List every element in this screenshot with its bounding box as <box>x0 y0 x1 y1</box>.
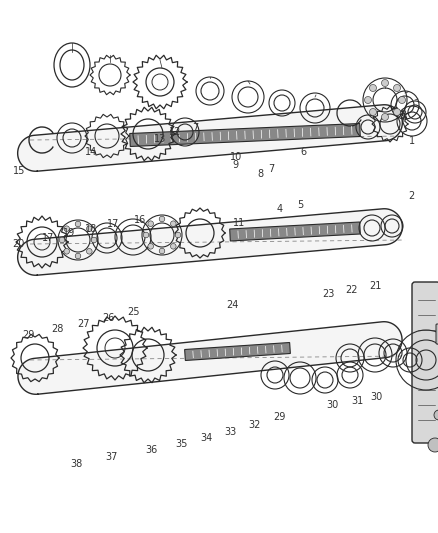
Text: 7: 7 <box>192 123 198 133</box>
Text: 36: 36 <box>145 446 157 455</box>
Text: 37: 37 <box>106 453 118 462</box>
Polygon shape <box>18 322 402 394</box>
Polygon shape <box>230 222 360 241</box>
Text: 16: 16 <box>134 215 146 224</box>
Circle shape <box>59 237 65 243</box>
Circle shape <box>159 216 165 222</box>
Text: 17: 17 <box>42 233 54 243</box>
Circle shape <box>148 244 153 249</box>
Circle shape <box>393 84 400 92</box>
Circle shape <box>393 109 400 116</box>
Text: 20: 20 <box>13 239 25 249</box>
Text: 22: 22 <box>346 286 358 295</box>
Text: 9: 9 <box>233 160 239 170</box>
Circle shape <box>364 96 371 103</box>
Text: 21: 21 <box>370 281 382 291</box>
Text: 28: 28 <box>51 325 63 334</box>
Text: 26: 26 <box>102 313 115 322</box>
Text: 32: 32 <box>248 420 260 430</box>
Circle shape <box>370 109 377 116</box>
Circle shape <box>381 79 389 86</box>
Circle shape <box>370 84 377 92</box>
Text: 25: 25 <box>127 307 140 317</box>
Text: 7: 7 <box>268 165 275 174</box>
Text: 12: 12 <box>169 127 181 137</box>
Text: 38: 38 <box>71 459 83 469</box>
Circle shape <box>399 96 406 103</box>
Text: 30: 30 <box>371 392 383 402</box>
Circle shape <box>170 244 176 249</box>
Text: 23: 23 <box>322 289 335 299</box>
Polygon shape <box>130 124 360 147</box>
Circle shape <box>87 226 92 231</box>
Text: 19: 19 <box>63 229 75 238</box>
Circle shape <box>170 221 176 227</box>
Circle shape <box>87 248 92 254</box>
Text: 18: 18 <box>85 224 97 234</box>
FancyBboxPatch shape <box>436 324 438 344</box>
Text: 8: 8 <box>258 169 264 179</box>
Text: 2: 2 <box>409 191 415 201</box>
Text: 15: 15 <box>13 166 25 175</box>
Circle shape <box>75 221 81 227</box>
Text: 33: 33 <box>225 427 237 437</box>
Circle shape <box>159 248 165 254</box>
Text: 6: 6 <box>300 147 307 157</box>
Text: 30: 30 <box>327 400 339 410</box>
Text: 13: 13 <box>154 134 166 143</box>
Circle shape <box>143 232 149 238</box>
Circle shape <box>381 114 389 120</box>
Circle shape <box>434 410 438 420</box>
Text: 3: 3 <box>400 110 406 119</box>
Polygon shape <box>18 105 403 171</box>
Text: 24: 24 <box>226 301 238 310</box>
Text: 5: 5 <box>297 200 303 210</box>
Circle shape <box>91 237 97 243</box>
Text: 27: 27 <box>77 319 89 328</box>
Text: 34: 34 <box>201 433 213 443</box>
Circle shape <box>75 253 81 259</box>
Text: 29: 29 <box>22 330 35 340</box>
Text: 10: 10 <box>230 152 242 162</box>
Circle shape <box>64 226 70 231</box>
Circle shape <box>175 232 181 238</box>
Text: 31: 31 <box>351 396 363 406</box>
Circle shape <box>148 221 153 227</box>
Circle shape <box>64 248 70 254</box>
Text: 35: 35 <box>176 439 188 449</box>
Text: 14: 14 <box>85 147 97 157</box>
Polygon shape <box>18 209 403 275</box>
Text: 1: 1 <box>409 136 415 146</box>
Text: 11: 11 <box>233 218 245 228</box>
Polygon shape <box>185 343 290 360</box>
Circle shape <box>428 438 438 452</box>
Text: 17: 17 <box>107 220 119 229</box>
FancyBboxPatch shape <box>412 282 438 443</box>
Text: 29: 29 <box>273 413 285 422</box>
Text: 4: 4 <box>276 204 283 214</box>
